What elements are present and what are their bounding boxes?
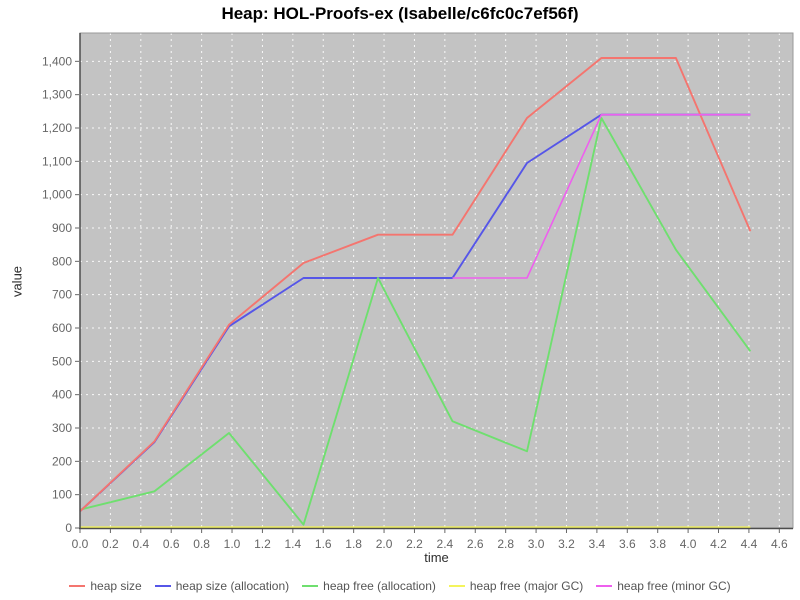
- x-tick-label: 2.0: [376, 537, 393, 551]
- legend-label: heap free (allocation): [323, 579, 436, 593]
- x-tick-label: 3.8: [649, 537, 666, 551]
- y-tick-label: 1,300: [42, 88, 72, 102]
- x-tick-label: 2.4: [437, 537, 454, 551]
- series-line-heap-size: [79, 57, 752, 512]
- legend-swatch-heap-free-major-gc: [448, 585, 465, 587]
- legend-label: heap size (allocation): [175, 579, 290, 593]
- y-tick-label: 1,000: [42, 188, 72, 202]
- x-tick-label: 4.0: [680, 537, 697, 551]
- legend-item-heap-free-allocation: heap free (allocation): [302, 579, 436, 593]
- series-line-heap-free-allocation: [79, 117, 752, 526]
- legend-swatch-heap-size: [69, 585, 86, 587]
- x-tick-label: 1.2: [254, 537, 271, 551]
- legend-item-heap-size: heap size: [69, 579, 142, 593]
- x-tick-label: 4.4: [741, 537, 758, 551]
- y-tick-label: 1,400: [42, 54, 72, 68]
- x-tick-label: 0.2: [102, 537, 119, 551]
- plot-background: [80, 33, 793, 528]
- legend-item-heap-size-allocation: heap size (allocation): [154, 579, 290, 593]
- x-tick-label: 1.6: [315, 537, 332, 551]
- y-tick-label: 400: [52, 388, 72, 402]
- x-tick-label: 2.6: [467, 537, 484, 551]
- y-tick-label: 1,200: [42, 121, 72, 135]
- x-tick-label: 2.8: [497, 537, 514, 551]
- legend-swatch-heap-free-minor-gc: [596, 585, 613, 587]
- y-tick-label: 100: [52, 488, 72, 502]
- y-tick-label: 300: [52, 421, 72, 435]
- x-tick-label: 2.2: [406, 537, 423, 551]
- x-tick-label: 1.8: [345, 537, 362, 551]
- x-tick-label: 3.2: [558, 537, 575, 551]
- x-tick-label: 4.6: [771, 537, 788, 551]
- x-axis-label: time: [424, 550, 449, 565]
- legend-item-heap-free-minor-gc: heap free (minor GC): [596, 579, 731, 593]
- x-tick-label: 3.4: [589, 537, 606, 551]
- legend-label: heap free (major GC): [469, 579, 584, 593]
- y-tick-label: 900: [52, 221, 72, 235]
- y-tick-label: 700: [52, 288, 72, 302]
- plot-area: 0.0 0.2 0.4 0.6 0.8 1.0 1.2 1.4 1.6 1.8 2.0 2.2 2.4 2…: [42, 32, 794, 551]
- x-tick-label: 0.4: [132, 537, 149, 551]
- legend-swatch-heap-free-allocation: [302, 585, 319, 587]
- x-tick-label: 4.2: [710, 537, 727, 551]
- x-tick-label: 1.4: [284, 537, 301, 551]
- x-tick-label: 0.0: [72, 537, 89, 551]
- legend-label: heap size: [90, 579, 142, 593]
- y-tick-label: 500: [52, 354, 72, 368]
- legend-item-heap-free-major-gc: heap free (major GC): [448, 579, 584, 593]
- x-tick-label: 3.0: [528, 537, 545, 551]
- y-tick-label: 0: [65, 521, 72, 535]
- y-tick-label: 600: [52, 321, 72, 335]
- chart-title: Heap: HOL-Proofs-ex (Isabelle/c6fc0c7ef5…: [221, 4, 579, 23]
- x-tick-label: 0.6: [163, 537, 180, 551]
- y-axis-label: value: [9, 265, 25, 298]
- series-line-heap-free-minor-gc: [452, 113, 751, 279]
- x-tick-label: 0.8: [193, 537, 210, 551]
- y-tick-label: 1,100: [42, 154, 72, 168]
- x-tick-label: 3.6: [619, 537, 636, 551]
- legend-label: heap free (minor GC): [617, 579, 731, 593]
- legend-swatch-heap-size-allocation: [154, 585, 171, 587]
- x-tick-label: 1.0: [224, 537, 241, 551]
- legend: heap size heap size (allocation) heap fr…: [0, 579, 800, 593]
- y-tick-label: 200: [52, 454, 72, 468]
- y-tick-label: 800: [52, 254, 72, 268]
